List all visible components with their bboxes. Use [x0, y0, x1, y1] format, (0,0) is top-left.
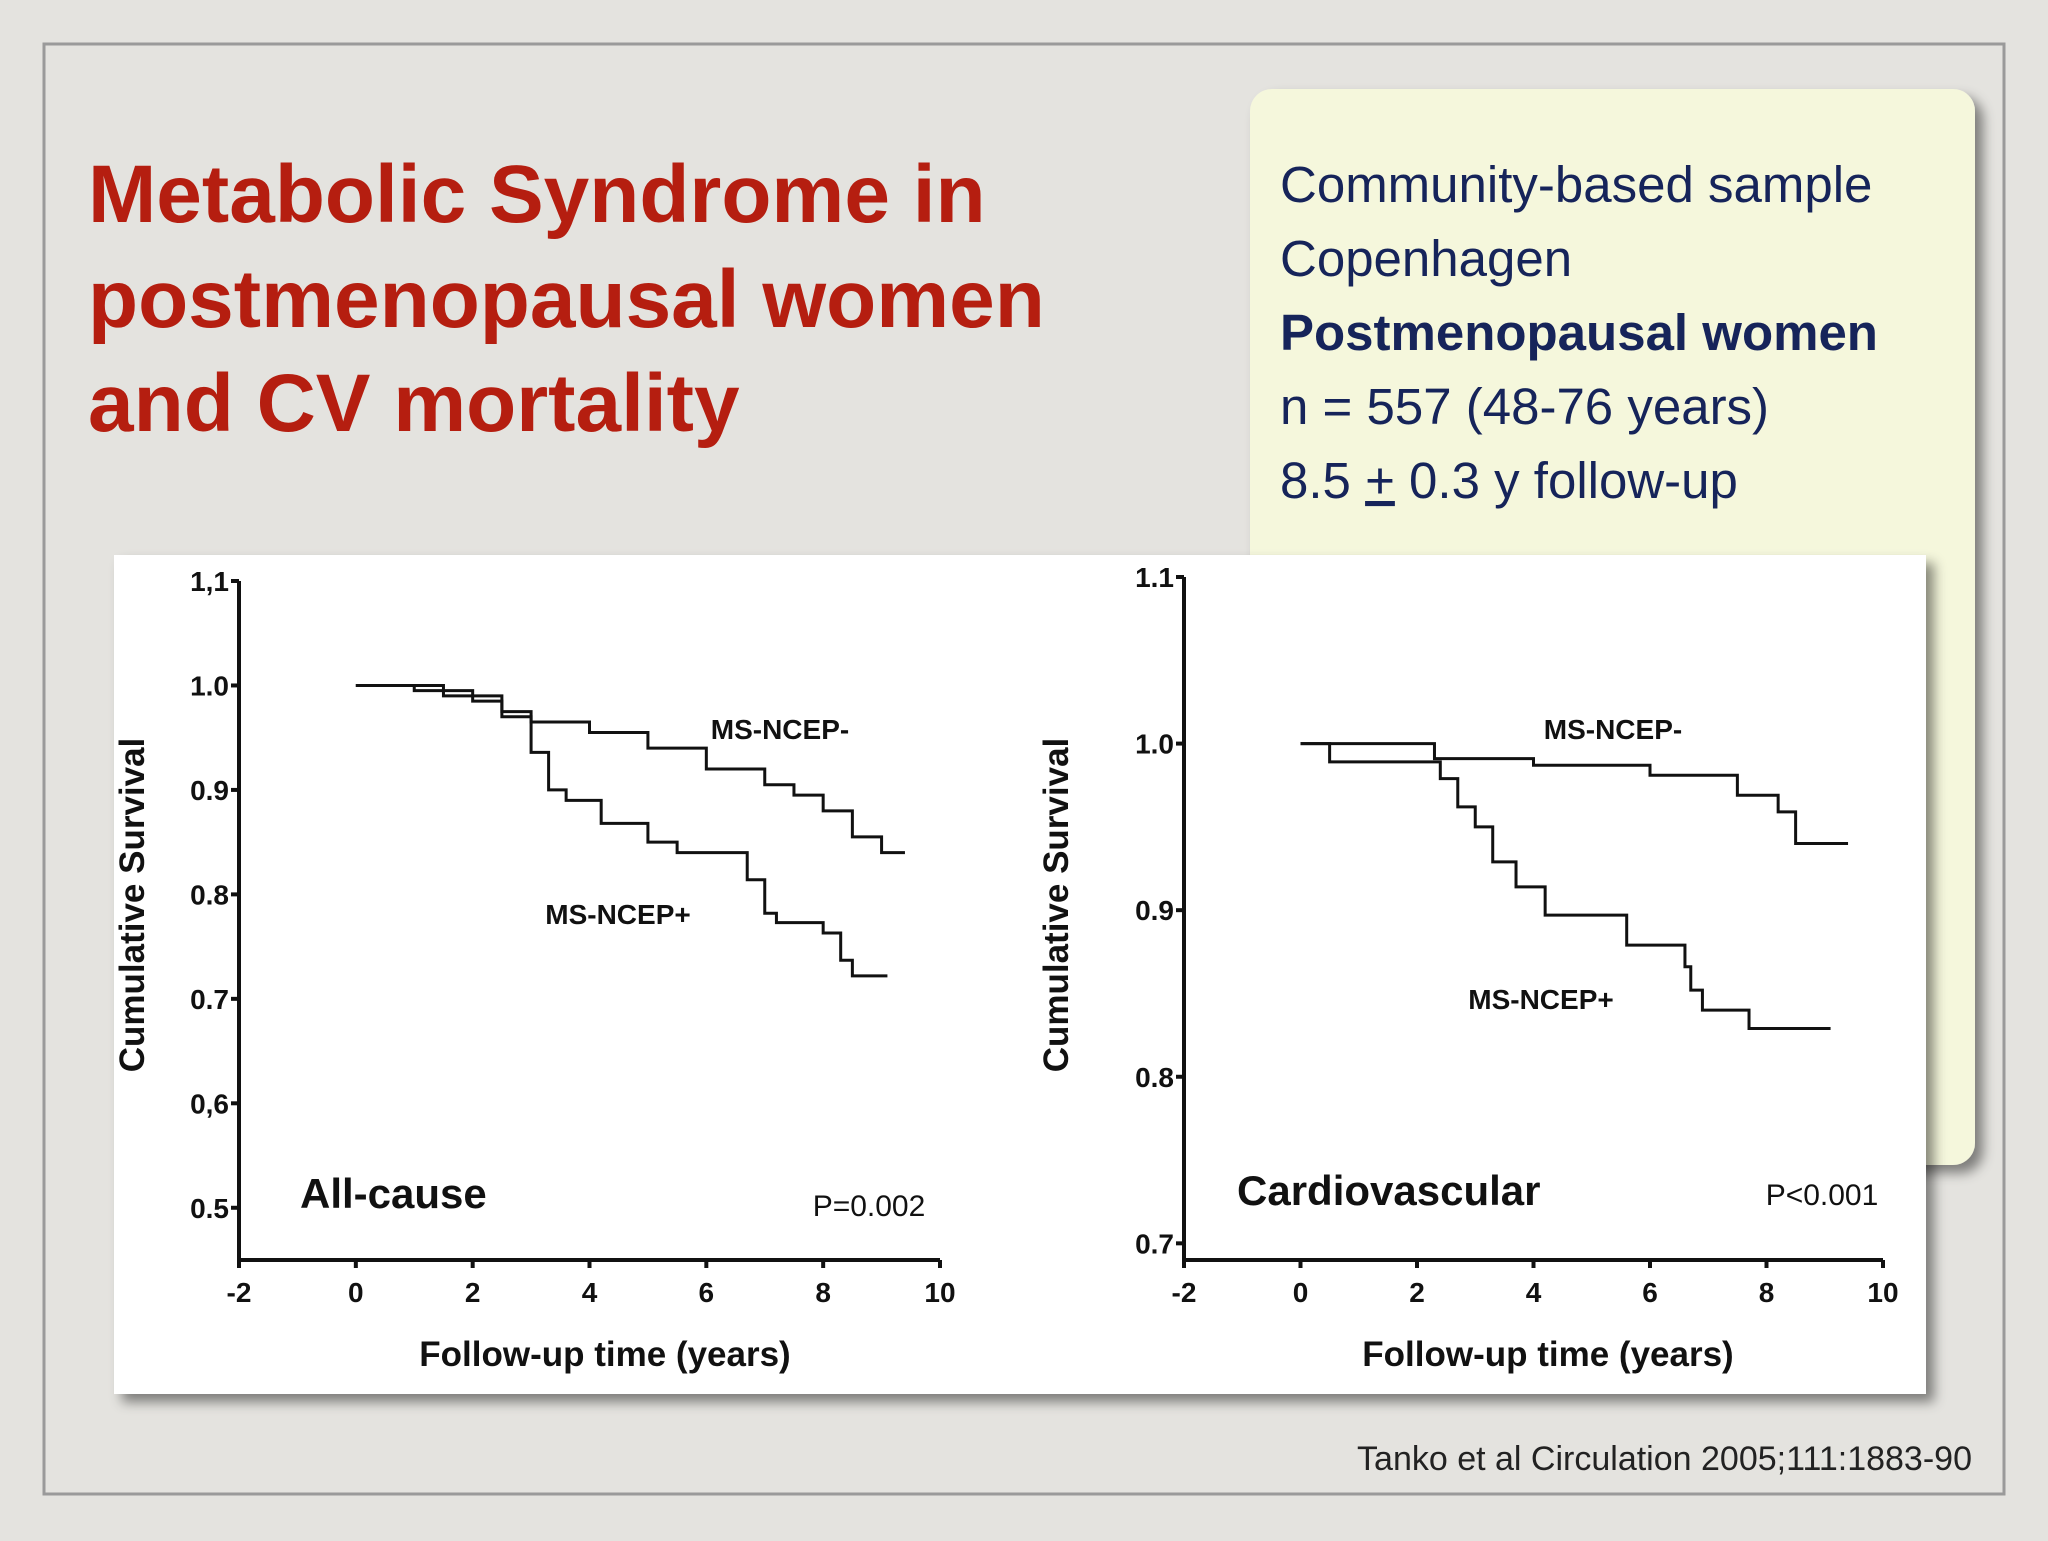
p-value: P=0.002: [813, 1190, 926, 1223]
y-tick-label: 0.9: [1135, 895, 1174, 926]
info-line: Postmenopausal women: [1280, 304, 1878, 361]
series-label: MS-NCEP-: [1544, 714, 1682, 745]
survival-curve: [355, 683, 888, 978]
y-tick-label: 0.8: [190, 879, 229, 910]
x-tick-label: 0: [348, 1277, 364, 1308]
panel-label: All-cause: [300, 1170, 487, 1217]
slide-frame: [42, 42, 2006, 1496]
y-tick-label: 1.0: [1135, 729, 1174, 760]
series-label: MS-NCEP-: [711, 714, 849, 745]
chart-panel: [114, 555, 1926, 1394]
info-line: 8.5 + 0.3 y follow-up: [1280, 452, 1738, 509]
y-tick-label: 0.5: [190, 1193, 229, 1224]
x-axis-label: Follow-up time (years): [1362, 1335, 1733, 1374]
y-tick-label: 1.0: [190, 670, 229, 701]
title-line: Metabolic Syndrome in: [88, 149, 986, 240]
x-tick-label: 10: [924, 1277, 955, 1308]
x-tick-label: 8: [1759, 1277, 1775, 1308]
citation: Tanko et al Circulation 2005;111:1883-90: [1357, 1440, 1972, 1478]
survival-curve: [1300, 742, 1849, 846]
title-line: postmenopausal women: [88, 254, 1045, 345]
x-axis-label: Follow-up time (years): [419, 1335, 790, 1374]
series-label: MS-NCEP+: [545, 899, 690, 930]
x-tick-label: 0: [1293, 1277, 1309, 1308]
x-tick-label: -2: [1172, 1277, 1197, 1308]
y-axis-label: Cumulative Survival: [113, 738, 152, 1073]
x-tick-label: -2: [227, 1277, 252, 1308]
title-line: and CV mortality: [88, 358, 740, 449]
x-tick-label: 2: [1409, 1277, 1425, 1308]
survival-curve: [355, 683, 905, 855]
y-tick-label: 1,1: [190, 566, 229, 597]
x-tick-label: 6: [1642, 1277, 1658, 1308]
y-tick-label: 1.1: [1135, 562, 1174, 593]
y-tick-label: 0.8: [1135, 1062, 1174, 1093]
info-line: Community-based sample: [1280, 156, 1872, 213]
x-tick-label: 8: [815, 1277, 831, 1308]
panel-label: Cardiovascular: [1237, 1167, 1540, 1214]
y-axis-label: Cumulative Survival: [1037, 738, 1076, 1073]
x-tick-label: 10: [1867, 1277, 1898, 1308]
series-label: MS-NCEP+: [1468, 984, 1613, 1015]
x-tick-label: 6: [699, 1277, 715, 1308]
x-tick-label: 4: [1526, 1277, 1542, 1308]
info-part: 0.3 y follow-up: [1395, 452, 1738, 509]
y-tick-label: 0.7: [1135, 1228, 1174, 1259]
y-tick-label: 0,6: [190, 1088, 229, 1119]
x-tick-label: 4: [582, 1277, 598, 1308]
y-tick-label: 0.7: [190, 984, 229, 1015]
x-tick-label: 2: [465, 1277, 481, 1308]
info-line: Copenhagen: [1280, 230, 1572, 287]
p-value: P<0.001: [1766, 1179, 1879, 1212]
survival-curve: [1300, 742, 1831, 1030]
info-part: 8.5: [1280, 452, 1365, 509]
y-tick-label: 0.9: [190, 775, 229, 806]
info-line: n = 557 (48-76 years): [1280, 378, 1769, 435]
info-part: +: [1365, 452, 1395, 509]
